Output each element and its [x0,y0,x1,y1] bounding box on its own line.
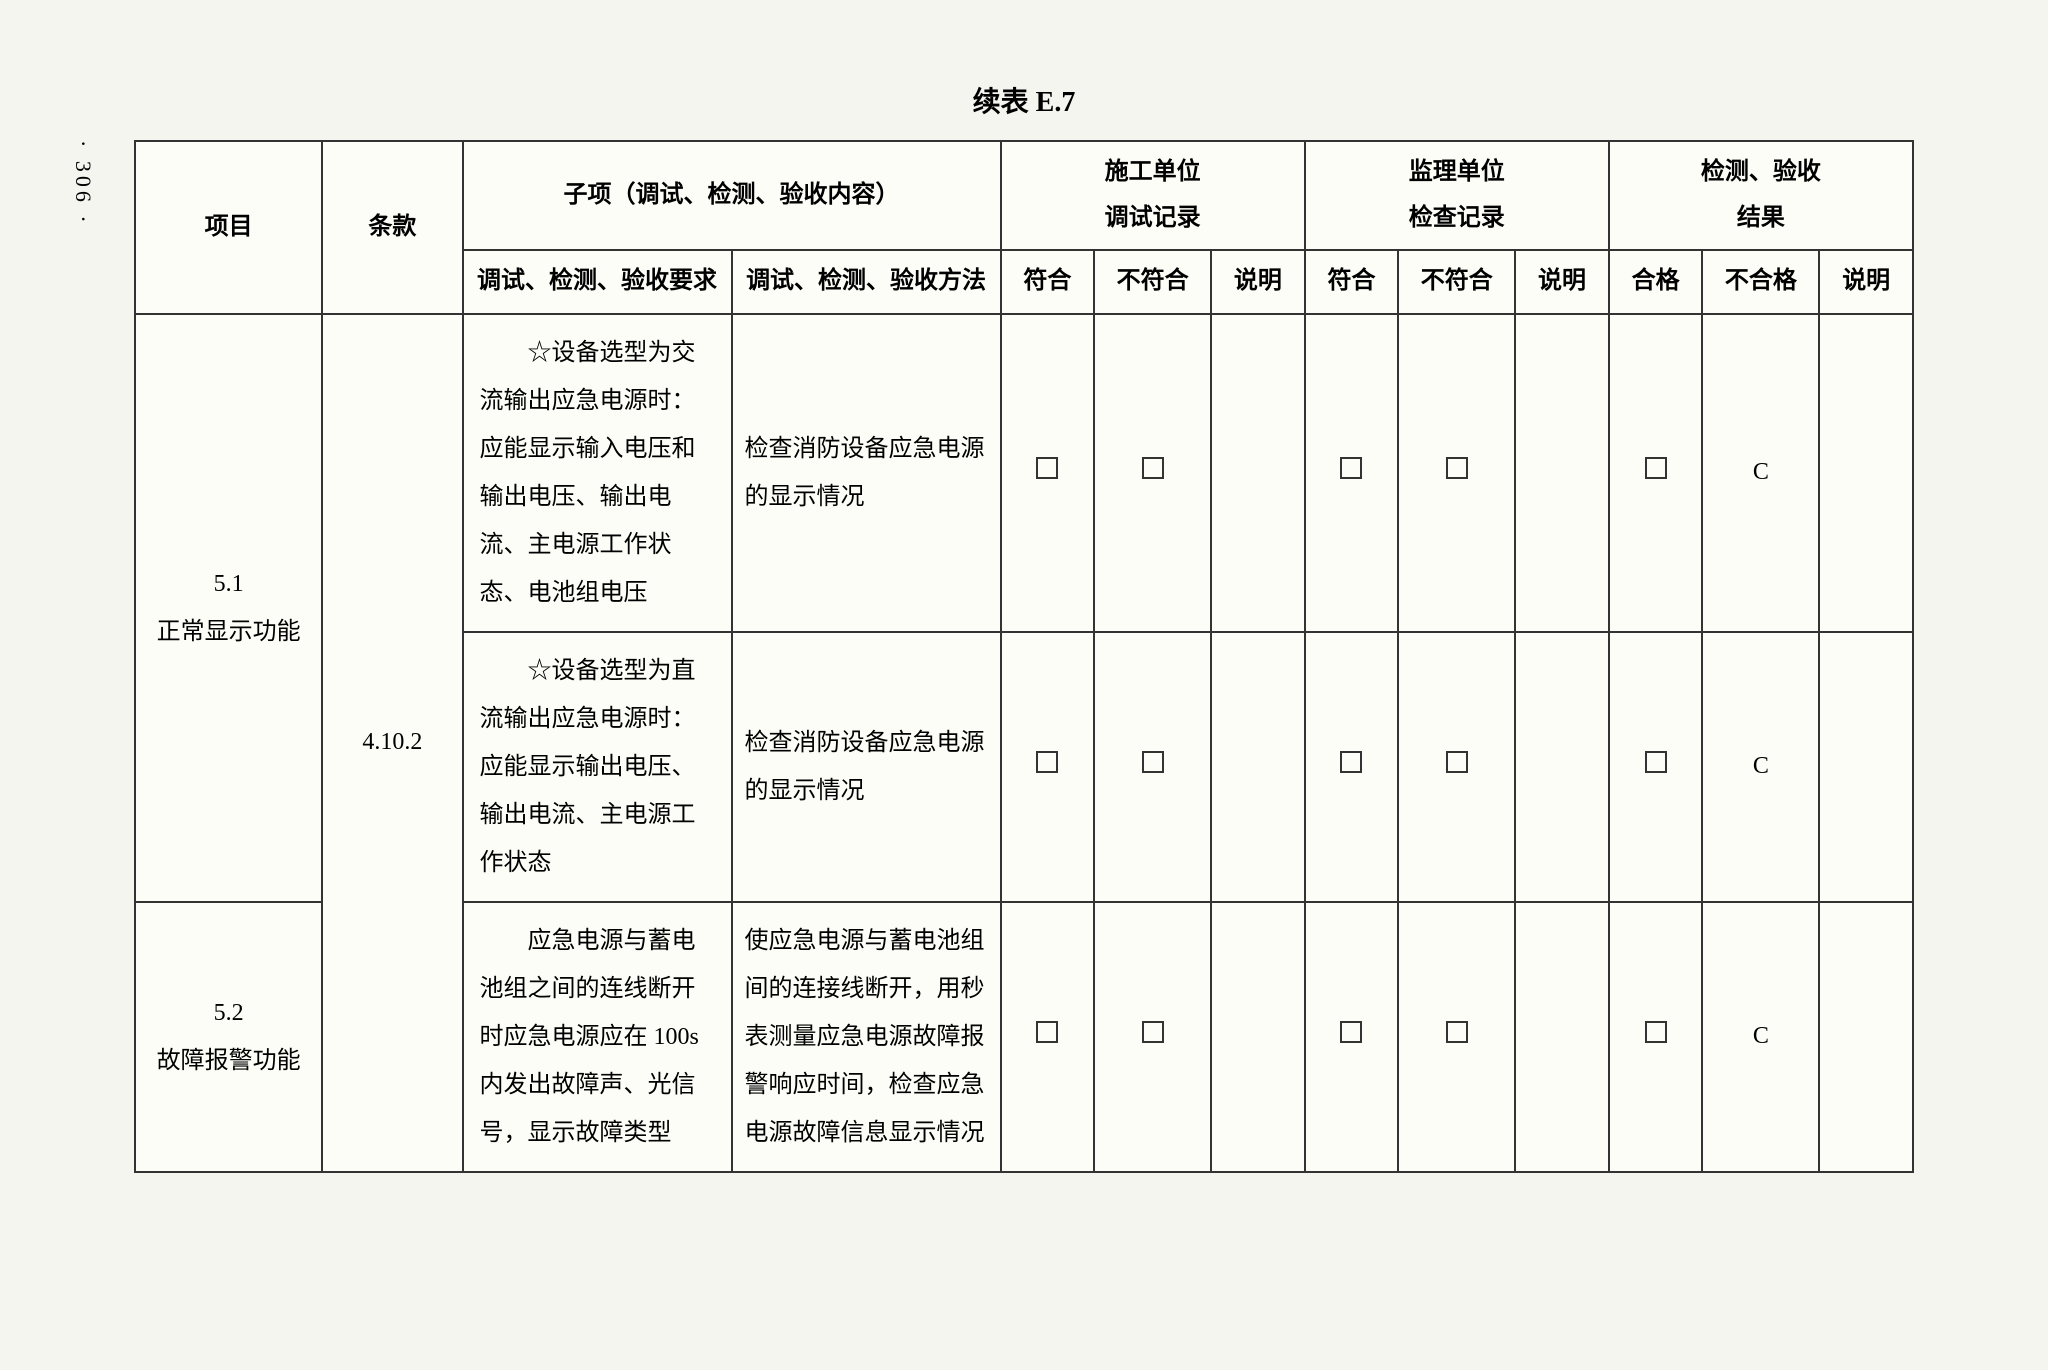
checkbox-cell [1609,902,1703,1172]
requirement-cell: ☆设备选型为直流输出应急电源时：应能显示输出电压、输出电流、主电源工作状态 [463,632,732,902]
checkbox-cell [1094,902,1211,1172]
header-project: 项目 [135,141,322,314]
project-cell: 5.2 故障报警功能 [135,902,322,1172]
header-inspection: 检测、验收结果 [1609,141,1913,250]
desc-cell [1211,902,1305,1172]
header-nonconform-1: 不符合 [1094,250,1211,314]
header-desc-2: 说明 [1515,250,1609,314]
fail-grade-cell: C [1702,314,1819,632]
checkbox-cell [1398,632,1515,902]
checkbox-icon [1340,1021,1362,1043]
checkbox-cell [1609,632,1703,902]
checkbox-cell [1094,314,1211,632]
checkbox-cell [1001,902,1095,1172]
checkbox-cell [1305,314,1399,632]
desc-cell [1515,902,1609,1172]
checkbox-icon [1036,1021,1058,1043]
checkbox-cell [1305,632,1399,902]
checkbox-icon [1645,751,1667,773]
header-clause: 条款 [322,141,462,314]
page-number: · 306 · [70,140,96,227]
header-supervision-label: 监理单位检查记录 [1409,159,1505,231]
header-pass: 合格 [1609,250,1703,314]
project-name: 正常显示功能 [157,619,301,645]
table-title: 续表 E.7 [60,80,1988,120]
clause-cell: 4.10.2 [322,314,462,1172]
header-construction-label: 施工单位调试记录 [1105,159,1201,231]
header-fail: 不合格 [1702,250,1819,314]
fail-grade-cell: C [1702,632,1819,902]
checkbox-cell [1094,632,1211,902]
project-code: 5.1 [214,571,244,597]
checkbox-icon [1645,1021,1667,1043]
method-cell: 检查消防设备应急电源的显示情况 [732,632,1001,902]
checkbox-icon [1446,1021,1468,1043]
project-name: 故障报警功能 [157,1048,301,1074]
table-row: 5.1 正常显示功能 4.10.2 ☆设备选型为交流输出应急电源时：应能显示输入… [135,314,1913,632]
header-method: 调试、检测、验收方法 [732,250,1001,314]
project-cell: 5.1 正常显示功能 [135,314,322,902]
checkbox-icon [1142,457,1164,479]
requirement-cell: 应急电源与蓄电池组之间的连线断开时应急电源应在 100s 内发出故障声、光信号，… [463,902,732,1172]
checkbox-cell [1398,314,1515,632]
checkbox-icon [1645,457,1667,479]
checkbox-cell [1305,902,1399,1172]
desc-cell [1211,314,1305,632]
inspection-table: 项目 条款 子项（调试、检测、验收内容） 施工单位调试记录 监理单位检查记录 检… [134,140,1914,1173]
header-supervision: 监理单位检查记录 [1305,141,1609,250]
header-subitem: 子项（调试、检测、验收内容） [463,141,1001,250]
requirement-cell: ☆设备选型为交流输出应急电源时：应能显示输入电压和输出电压、输出电流、主电源工作… [463,314,732,632]
checkbox-cell [1609,314,1703,632]
method-cell: 检查消防设备应急电源的显示情况 [732,314,1001,632]
checkbox-icon [1142,751,1164,773]
method-cell: 使应急电源与蓄电池组间的连接线断开，用秒表测量应急电源故障报警响应时间，检查应急… [732,902,1001,1172]
header-nonconform-2: 不符合 [1398,250,1515,314]
checkbox-icon [1446,457,1468,479]
header-row-1: 项目 条款 子项（调试、检测、验收内容） 施工单位调试记录 监理单位检查记录 检… [135,141,1913,250]
checkbox-icon [1142,1021,1164,1043]
desc-cell [1211,632,1305,902]
fail-grade-cell: C [1702,902,1819,1172]
checkbox-cell [1001,314,1095,632]
desc-cell [1515,314,1609,632]
desc-cell [1819,632,1913,902]
desc-cell [1819,314,1913,632]
checkbox-icon [1036,457,1058,479]
header-conform-2: 符合 [1305,250,1399,314]
checkbox-icon [1340,457,1362,479]
header-requirement: 调试、检测、验收要求 [463,250,732,314]
checkbox-cell [1398,902,1515,1172]
header-inspection-label: 检测、验收结果 [1701,159,1821,231]
project-code: 5.2 [214,1000,244,1026]
checkbox-icon [1340,751,1362,773]
checkbox-icon [1446,751,1468,773]
header-construction: 施工单位调试记录 [1001,141,1305,250]
checkbox-icon [1036,751,1058,773]
desc-cell [1819,902,1913,1172]
desc-cell [1515,632,1609,902]
header-desc-3: 说明 [1819,250,1913,314]
header-desc-1: 说明 [1211,250,1305,314]
header-conform-1: 符合 [1001,250,1095,314]
checkbox-cell [1001,632,1095,902]
